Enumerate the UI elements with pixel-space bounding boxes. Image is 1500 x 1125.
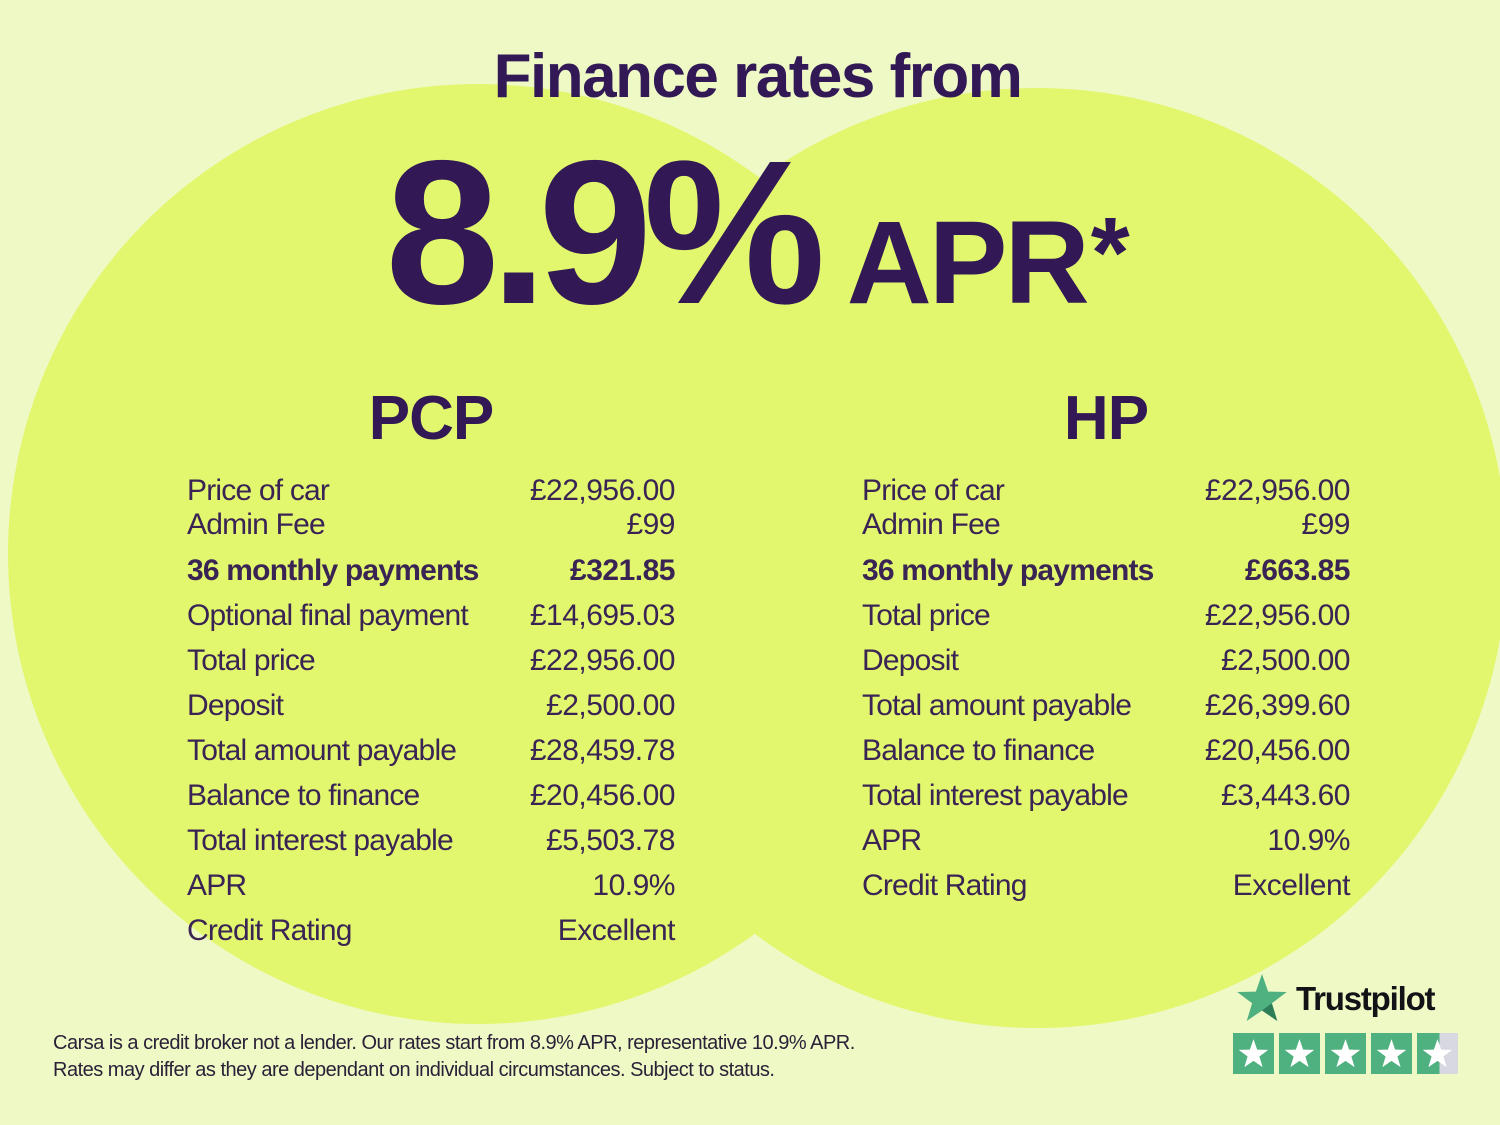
row-label: Admin Fee (187, 508, 326, 541)
row-value: £22,956.00 (529, 474, 676, 507)
row-value: £321.85 (570, 554, 675, 587)
disclaimer-line-2: Rates may differ as they are dependant o… (53, 1059, 775, 1081)
row-label: Optional final payment (187, 599, 469, 632)
row-label: Admin Fee (862, 508, 1001, 541)
row-label: 36 monthly payments (187, 554, 479, 587)
row-label: Total amount payable (862, 689, 1132, 722)
row-label: Price of car (862, 474, 1005, 507)
row-value: £22,956.00 (1204, 474, 1351, 507)
row-value: £2,500.00 (1221, 644, 1350, 677)
table-row: Price of car £22,956.00 (862, 474, 1351, 508)
star-icon (1422, 1038, 1453, 1067)
table-row: 36 monthly payments £663.85 (862, 554, 1350, 588)
row-label: APR (187, 869, 247, 902)
page-title: Finance rates from (493, 42, 1023, 111)
table-row: Credit Rating Excellent (862, 869, 1351, 903)
row-value: £99 (626, 508, 675, 541)
table-row: Deposit £2,500.00 (862, 644, 1350, 678)
trustpilot-star-icon (1237, 974, 1287, 1022)
rate-asterisk: * (1090, 197, 1130, 309)
trustpilot-star-box (1417, 1033, 1458, 1074)
table-row: Total interest payable £5,503.78 (187, 824, 675, 858)
row-value: £663.85 (1245, 554, 1350, 587)
row-value: £22,956.00 (529, 644, 676, 677)
table-row: APR 10.9% (187, 869, 675, 903)
row-label: Credit Rating (187, 914, 352, 947)
row-label: APR (862, 824, 922, 857)
headline-rate: 8.9% APR * (15, 130, 1500, 335)
rate-unit: APR (846, 197, 1090, 329)
star-icon (1284, 1038, 1315, 1067)
disclaimer: Carsa is a credit broker not a lender. O… (53, 1030, 855, 1084)
row-label: Total price (862, 599, 991, 632)
row-label: Total price (187, 644, 316, 677)
row-label: Balance to finance (862, 734, 1095, 767)
row-label: Credit Rating (862, 869, 1027, 902)
table-row: APR 10.9% (862, 824, 1350, 858)
table-row: Admin Fee £99 (862, 508, 1350, 542)
row-label: Total amount payable (187, 734, 457, 767)
row-value: Excellent (557, 914, 676, 947)
row-label: Total interest payable (862, 779, 1129, 812)
table-row: Price of car £22,956.00 (187, 474, 676, 508)
trustpilot-wordmark: Trustpilot (1296, 980, 1436, 1017)
disclaimer-line-1: Carsa is a credit broker not a lender. O… (53, 1032, 855, 1054)
trustpilot-star-box (1371, 1033, 1412, 1074)
row-value: £20,456.00 (529, 779, 676, 812)
rate-value: 8.9% (385, 118, 825, 347)
table-row: Balance to finance £20,456.00 (862, 734, 1351, 768)
table-row: Total amount payable £26,399.60 (862, 689, 1351, 723)
table-row: Admin Fee £99 (187, 508, 675, 542)
row-value: Excellent (1232, 869, 1351, 902)
trustpilot-star-box (1233, 1033, 1274, 1074)
trustpilot-logo: Trustpilot (1236, 974, 1436, 1024)
row-value: £99 (1301, 508, 1350, 541)
row-value: 10.9% (592, 869, 675, 902)
table-row: Total amount payable £28,459.78 (187, 734, 676, 768)
star-icon (1376, 1038, 1407, 1067)
trustpilot-rating (1233, 1033, 1458, 1074)
table-row: Total price £22,956.00 (862, 599, 1351, 633)
row-value: £20,456.00 (1204, 734, 1351, 767)
hp-table: Price of car £22,956.00 Admin Fee £99 36 mon… (862, 474, 1351, 903)
row-label: Deposit (862, 644, 959, 677)
table-row: 36 monthly payments £321.85 (187, 554, 675, 588)
table-row: Balance to finance £20,456.00 (187, 779, 676, 813)
row-value: 10.9% (1267, 824, 1350, 857)
row-label: 36 monthly payments (862, 554, 1154, 587)
background-circle-right (567, 88, 1500, 1028)
trustpilot-star-box (1325, 1033, 1366, 1074)
row-value: £22,956.00 (1204, 599, 1351, 632)
hp-column-title: HP (1063, 384, 1149, 453)
star-icon (1238, 1038, 1269, 1067)
row-value: £2,500.00 (546, 689, 675, 722)
row-value: £14,695.03 (529, 599, 676, 632)
star-icon (1330, 1038, 1361, 1067)
row-label: Price of car (187, 474, 330, 507)
table-row: Total interest payable £3,443.60 (862, 779, 1350, 813)
row-label: Total interest payable (187, 824, 454, 857)
pcp-table: Price of car £22,956.00 Admin Fee £99 36 mon… (187, 474, 676, 948)
row-value: £28,459.78 (529, 734, 676, 767)
row-value: £26,399.60 (1204, 689, 1351, 722)
row-label: Balance to finance (187, 779, 420, 812)
row-value: £5,503.78 (546, 824, 675, 857)
row-value: £3,443.60 (1221, 779, 1350, 812)
table-row: Total price £22,956.00 (187, 644, 676, 678)
trustpilot-star-box (1279, 1033, 1320, 1074)
table-row: Optional final payment £14,695.03 (187, 599, 676, 633)
table-row: Credit Rating Excellent (187, 914, 676, 948)
row-label: Deposit (187, 689, 284, 722)
table-row: Deposit £2,500.00 (187, 689, 675, 723)
pcp-column-title: PCP (368, 384, 494, 453)
